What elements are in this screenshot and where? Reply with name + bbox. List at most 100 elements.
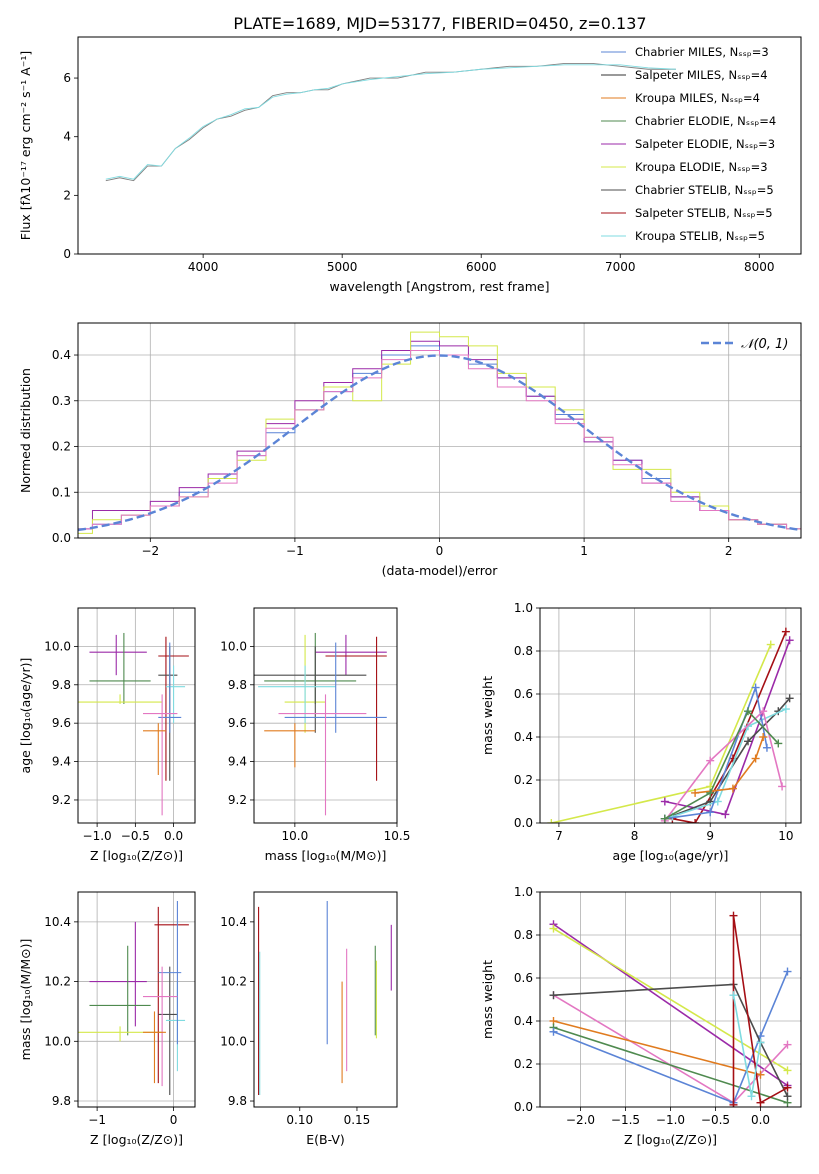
y-tick-label: 9.6 [52,716,71,730]
axes-frame [77,607,196,824]
legend-label: Salpeter STELIB, Nₛₛₚ=5 [635,206,773,220]
x-axis-label: age [log₁₀(age/yr)] [613,848,729,863]
x-axis-label: Z [log₁₀(Z/Z⊙)] [90,848,183,863]
x-tick-label: 10 [778,829,793,843]
line-series [664,709,779,820]
legend-label: Kroupa MILES, Nₛₛₚ=4 [635,91,760,105]
legend-label: Chabrier STELIB, Nₛₛₚ=5 [635,183,774,197]
y-tick-label: 0.8 [514,928,533,942]
x-axis-label: mass [log₁₀(M/M⊙)] [265,848,387,863]
y-tick-label: 0.2 [514,773,533,787]
y-axis-label: Normed distribution [18,368,33,493]
plot-area [547,627,794,823]
y-tick-label: 10.4 [44,915,71,929]
x-tick-label: −1 [88,1113,106,1127]
y-tick-label: 9.6 [228,716,247,730]
y-tick-label: 9.8 [52,678,71,692]
x-tick-label: 4000 [188,260,219,274]
y-tick-label: 0.0 [514,816,533,830]
error-bar-point [89,921,147,1027]
legend-label: Kroupa STELIB, Nₛₛₚ=5 [635,229,765,243]
line-series [732,915,788,1105]
legend-label: Chabrier ELODIE, Nₛₛₚ=4 [635,114,776,128]
x-tick-label: −2.0 [566,1113,595,1127]
plot-area [78,331,801,534]
chart-mass_vs_ebv: 0.10 0.15 9.8 10.0 10.2 10.4 E(B-V) [220,891,398,1147]
y-tick-label: 0.3 [52,394,71,408]
x-tick-label: 0 [436,544,444,558]
y-tick-label: 9.4 [228,755,247,769]
error-bar-point [264,723,316,768]
y-tick-label: 10.2 [220,975,247,989]
error-bar-point [165,981,186,1072]
line-series [672,631,787,823]
x-tick-label: 0.0 [164,829,183,843]
y-axis-label: mass weight [480,676,495,755]
chart-age_vs_Z: −1.0 −0.5 0.0 9.2 9.4 9.6 9.8 10.0 Z [log₁₀(Z/Z⊙… [18,607,196,863]
line-series [553,1026,788,1104]
line-series [672,708,787,818]
error-bar-point [154,906,189,1084]
y-axis-label: Flux [fλ10⁻¹⁷ erg cm⁻² s⁻¹ A⁻¹] [18,51,33,240]
chart-age_vs_mass: 10.0 10.5 9.2 9.4 9.6 9.8 10.0 mass [log₁₀(M/M⊙… [220,607,410,863]
x-tick-label: 1 [580,544,588,558]
y-tick-label: 1.0 [514,885,533,899]
y-tick-label: 0.2 [514,1057,533,1071]
y-tick-label: 0 [63,247,71,261]
error-bar-point [89,634,147,676]
y-tick-label: 10.0 [220,1034,247,1048]
histogram-series [78,349,801,530]
error-bar-point [325,636,387,781]
y-tick-label: 9.8 [52,1094,71,1108]
y-tick-label: 0.0 [52,531,71,545]
line-series [105,62,676,182]
axes-frame [539,607,802,824]
error-bar-point [143,966,178,1087]
line-series [553,927,788,1072]
y-tick-label: 0.4 [514,730,533,744]
legend-label: 𝒩(0, 1) [741,337,788,352]
plot-area [78,900,189,1096]
legend-label: Salpeter MILES, Nₛₛₚ=4 [635,68,768,82]
x-tick-label: 10.0 [281,829,308,843]
plot-area [258,900,392,1096]
y-tick-label: 6 [63,71,71,85]
plot-area [549,911,792,1107]
error-bar-point [143,694,178,816]
line-series [694,736,764,794]
error-bar-point [278,694,367,816]
y-tick-label: 9.4 [52,755,71,769]
error-bar-point [143,723,166,776]
y-tick-label: 9.8 [228,678,247,692]
y-tick-label: 2 [63,188,71,202]
y-axis-label: age [log₁₀(age/yr)] [18,658,33,774]
x-tick-label: 8 [631,829,639,843]
chart-weight_vs_Z: −2.0 −1.5 −1.0 −0.5 0.0 0.0 0.2 0.4 0.6 0.8 1.0 Z [… [480,885,802,1147]
error-bar-point [254,646,367,733]
y-tick-label: 10.4 [220,915,247,929]
x-tick-label: −1.0 [656,1113,685,1127]
x-axis-label: wavelength [Angstrom, rest frame] [329,279,549,294]
legend-label: Chabrier MILES, Nₛₛₚ=3 [635,45,769,59]
x-tick-label: 2 [725,544,733,558]
y-tick-label: 0.4 [52,348,71,362]
x-tick-label: 8000 [744,260,775,274]
x-tick-label: 0 [170,1113,178,1127]
x-axis-label: Z [log₁₀(Z/Z⊙)] [624,1132,717,1147]
x-tick-label: 0.0 [751,1113,770,1127]
error-bar-point [158,636,189,781]
y-tick-label: 0.6 [514,687,533,701]
x-tick-label: −1.0 [83,829,112,843]
chart-residuals: −2 −1 0 1 2 0.0 0.1 0.2 0.3 0.4 (data-model)/error… [18,322,802,578]
error-bar-point [315,634,387,676]
y-tick-label: 10.2 [44,975,71,989]
axes-frame [253,607,398,824]
x-tick-label: −0.5 [121,829,150,843]
x-axis-label: E(B-V) [306,1132,345,1147]
chart-mass_vs_Z: −1 0 9.8 10.0 10.2 10.4 Z [log₁₀(Z/Z⊙)] mass [l… [18,891,196,1147]
y-axis-label: mass weight [480,960,495,1039]
plot-area [78,632,189,816]
y-axis-label: mass [log₁₀(M/M⊙)] [18,939,33,1061]
y-tick-label: 0.2 [52,440,71,454]
